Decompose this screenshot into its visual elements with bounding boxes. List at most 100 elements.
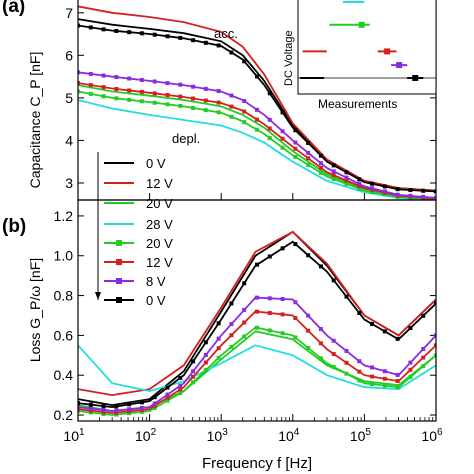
x-tick-label: 104 [278,427,300,444]
data-point [165,392,170,397]
data-point [318,153,323,158]
data-point [191,359,196,364]
data-point [203,340,208,345]
legend-label: 0 V [146,293,166,308]
data-point [293,300,298,305]
data-point [216,336,221,341]
data-point [88,402,93,407]
data-point [331,364,336,369]
data-point [280,312,285,317]
data-point [178,391,183,396]
data-point [127,402,132,407]
data-point [434,195,436,200]
y-tick-label: 0.2 [54,407,74,423]
data-point [242,320,247,325]
data-point [357,177,362,182]
data-point [101,404,106,409]
data-point [229,104,234,109]
data-point [267,254,272,259]
data-point [203,98,208,103]
data-point [370,382,375,387]
data-point [78,70,80,75]
data-point [127,407,132,412]
data-point [78,80,80,85]
data-point [408,326,413,331]
data-point [370,190,375,195]
data-point [229,322,234,327]
data-point [421,313,426,318]
data-point [293,140,298,145]
data-point [114,96,119,101]
data-point [370,321,375,326]
x-tick-label: 105 [350,427,372,444]
data-point [267,296,272,301]
data-point [152,401,157,406]
data-point [101,27,106,32]
data-point [88,406,93,411]
inset-marker [396,62,403,69]
data-point [267,126,272,131]
data-point [306,328,311,333]
data-point [293,316,298,321]
data-point [242,120,247,125]
data-point [434,189,436,194]
data-point [191,84,196,89]
data-point [78,23,80,28]
data-point [114,86,119,91]
data-point [191,369,196,374]
data-point [382,369,387,374]
panel-b-frame [77,199,437,422]
y-tick-label: 7 [65,5,73,21]
data-point [267,311,272,316]
x-axis: 101 102 103 104 105 106 [63,193,443,444]
data-point [331,169,336,174]
data-point [229,301,234,306]
data-point [152,403,157,408]
data-point [178,383,183,388]
data-point [267,136,272,141]
data-point [139,400,144,405]
data-point [267,328,272,333]
data-point [139,77,144,82]
panel-b-legend: 28 V 20 V 12 V 8 V 0 V [95,217,173,308]
inset-xlabel: Measurements [318,97,397,111]
data-point [318,341,323,346]
data-point [421,346,426,351]
data-point [165,395,170,400]
data-point [127,97,132,102]
data-point [280,297,285,302]
x-tick-label: 106 [421,427,443,444]
data-point [370,374,375,379]
data-point [395,385,400,390]
data-point [382,329,387,334]
data-point [216,355,221,360]
data-point [344,294,349,299]
data-point [395,372,400,377]
y-tick-label: 3 [65,175,73,191]
data-point [344,348,349,353]
data-point [255,107,259,112]
panel-a-label: (a) [2,0,25,17]
data-point [203,360,208,365]
x-axis-label: Frequency f [Hz] [202,455,312,472]
data-point [127,76,132,81]
panel-b-y-ticks: 0.2 0.4 0.6 0.8 1.0 1.2 [54,208,436,423]
data-point [280,129,285,134]
data-point [178,387,183,392]
data-point [344,170,349,175]
data-point [139,99,144,104]
data-point [331,177,336,182]
x-tick-label: 101 [63,427,85,444]
data-point [101,94,106,99]
data-point [216,346,221,351]
data-point [344,175,349,180]
panel-b-label: (b) [2,216,26,237]
data-point [229,344,234,349]
data-point [191,96,196,101]
data-point [357,181,362,186]
data-point [293,154,298,159]
data-point [306,162,311,167]
data-point [165,385,170,390]
y-tick-label: 0.4 [54,367,74,383]
y-tick-label: 5 [65,90,73,106]
